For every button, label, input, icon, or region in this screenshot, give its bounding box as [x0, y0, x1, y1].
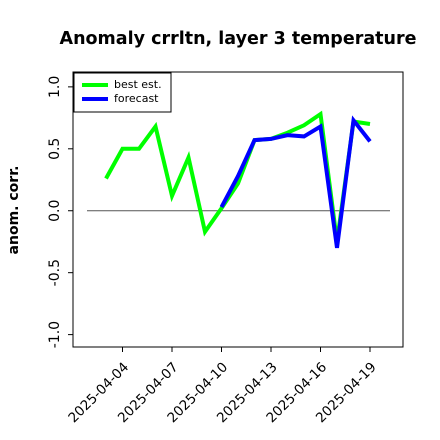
- y-tick-label: 1.0: [47, 76, 63, 98]
- chart-title: Anomaly crrltn, layer 3 temperature: [60, 29, 417, 49]
- y-tick-label: 0.5: [47, 138, 63, 160]
- y-axis-label: anom. corr.: [6, 166, 22, 255]
- legend: best est.forecast: [73, 72, 172, 113]
- series-line: [219, 115, 372, 249]
- y-tick-label: -0.5: [47, 259, 63, 286]
- legend-label: forecast: [114, 92, 159, 105]
- y-tick-label: -1.0: [47, 321, 63, 348]
- plot-frame: [72, 71, 404, 348]
- y-tick-label: 0.0: [47, 200, 63, 222]
- legend-label: best est.: [114, 78, 162, 91]
- legend-frame: [73, 72, 172, 113]
